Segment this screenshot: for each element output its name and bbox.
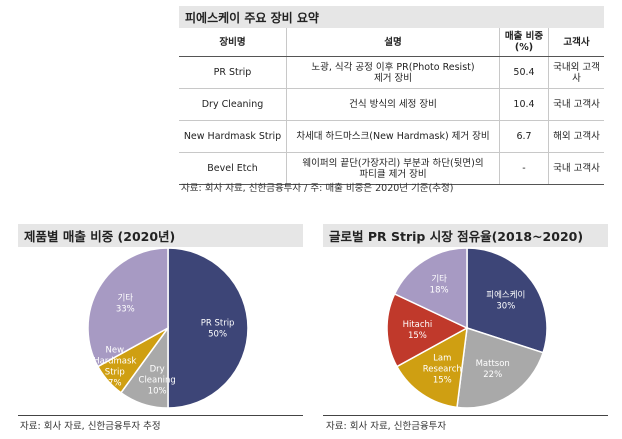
pie-slice [466, 248, 548, 354]
pie-slice [87, 248, 169, 368]
cell-share: - [499, 152, 549, 185]
pie-slice [167, 248, 249, 409]
description-line: 웨이퍼의 끝단(가장자리) 부분과 하단(뒷면)의 [302, 157, 484, 169]
cell-share: 6.7 [499, 120, 549, 153]
pr-strip-share-pie-chart: 피에스케이30%Mattson22%LamResearch15%Hitachi1… [386, 248, 548, 409]
slice-category-label: 피에스케이 [486, 289, 525, 300]
header-share-line1: 매출 비중 [504, 31, 544, 42]
right-chart-divider [323, 415, 608, 416]
cell-equipment: New Hardmask Strip [179, 120, 287, 153]
equipment-summary-table: 장비명 설명 매출 비중 (%) 고객사 PR Strip 노광, 식각 공정 … [179, 28, 604, 185]
slice-category-label: New [106, 346, 125, 356]
header-share-line2: (%) [514, 42, 534, 53]
cell-equipment: Dry Cleaning [179, 88, 287, 121]
cell-customer: 국내 고객사 [548, 88, 604, 121]
slice-category-label: Lam [433, 353, 451, 363]
slice-category-label: Dry [150, 365, 165, 375]
slice-category-label: Research [423, 364, 462, 374]
left-chart-title: 제품별 매출 비중 (2020년) [18, 224, 303, 247]
cell-customer: 국내 고객사 [548, 152, 604, 185]
left-chart-divider [18, 415, 303, 416]
description-line: 차세대 하드마스크(New Hardmask) 제거 장비 [296, 131, 490, 142]
description-line: 건식 방식의 세정 장비 [349, 99, 437, 110]
slice-category-label: 기타 [117, 293, 133, 303]
slice-category-label: Hitachi [403, 320, 433, 330]
slice-category-label: PR Strip [201, 319, 235, 329]
pie-slice [386, 292, 469, 368]
slice-category-label: Cleaning [139, 376, 176, 386]
slice-category-label: 기타 [431, 275, 447, 285]
slice-percent-label: 15% [433, 375, 452, 385]
slice-percent-label: 50% [208, 330, 227, 340]
slice-percent-label: 18% [430, 286, 449, 296]
cell-description: 노광, 식각 공정 이후 PR(Photo Resist) 제거 장비 [286, 56, 500, 89]
left-chart-source: 자료: 회사 자료, 신한금융투자 추정 [20, 421, 161, 432]
header-equipment: 장비명 [179, 28, 287, 57]
right-chart-title: 글로벌 PR Strip 시장 점유율(2018~2020) [323, 224, 608, 247]
cell-equipment: PR Strip [179, 56, 287, 89]
table-row: New Hardmask Strip 차세대 하드마스크(New Hardmas… [179, 120, 604, 153]
slice-percent-label: 10% [148, 387, 167, 397]
cell-description: 차세대 하드마스크(New Hardmask) 제거 장비 [286, 120, 500, 153]
table-row: PR Strip 노광, 식각 공정 이후 PR(Photo Resist) 제… [179, 56, 604, 89]
slice-category-label: Strip [105, 368, 125, 378]
summary-source-note: 자료: 회사 자료, 신한금융투자 / 주: 매출 비중은 2020년 기준(추… [181, 183, 454, 194]
slice-percent-label: 7% [108, 379, 122, 389]
description-line: 제거 장비 [374, 72, 412, 84]
header-description: 설명 [286, 28, 500, 57]
description-line: 파티클 제거 장비 [359, 168, 427, 180]
cell-customer: 국내외 고객사 [548, 56, 604, 89]
right-chart-source: 자료: 회사 자료, 신한금융투자 [326, 421, 447, 432]
pie-slice [395, 326, 468, 409]
slice-percent-label: 30% [496, 301, 515, 311]
cell-description: 웨이퍼의 끝단(가장자리) 부분과 하단(뒷면)의 파티클 제거 장비 [286, 152, 500, 185]
table-row: Dry Cleaning 건식 방식의 세정 장비 10.4 국내 고객사 [179, 88, 604, 121]
cell-customer: 해외 고객사 [548, 120, 604, 153]
table-row: Bevel Etch 웨이퍼의 끝단(가장자리) 부분과 하단(뒷면)의 파티클… [179, 152, 604, 185]
header-customer: 고객사 [548, 28, 604, 57]
description-line: 노광, 식각 공정 이후 PR(Photo Resist) [311, 61, 475, 73]
pie-slice [393, 248, 468, 330]
pie-slice [456, 327, 545, 409]
header-share: 매출 비중 (%) [499, 28, 549, 57]
cell-description: 건식 방식의 세정 장비 [286, 88, 500, 121]
slice-category-label: Hardmask [93, 357, 136, 367]
summary-table-title: 피에스케이 주요 장비 요약 [179, 6, 604, 28]
slice-percent-label: 33% [116, 304, 135, 314]
slice-percent-label: 15% [408, 331, 427, 341]
cell-share: 10.4 [499, 88, 549, 121]
cell-equipment: Bevel Etch [179, 152, 287, 185]
cell-share: 50.4 [499, 56, 549, 89]
table-header-row: 장비명 설명 매출 비중 (%) 고객사 [179, 28, 604, 57]
slice-percent-label: 22% [483, 370, 502, 380]
slice-category-label: Mattson [476, 359, 510, 369]
